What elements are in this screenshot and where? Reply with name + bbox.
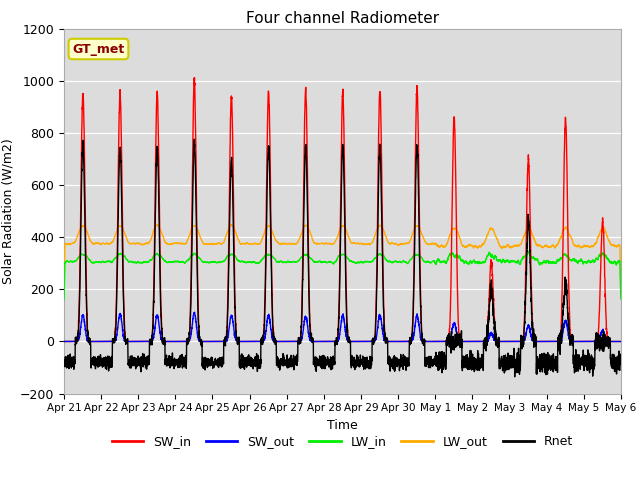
Title: Four channel Radiometer: Four channel Radiometer [246, 11, 439, 26]
Text: GT_met: GT_met [72, 43, 125, 56]
Legend: SW_in, SW_out, LW_in, LW_out, Rnet: SW_in, SW_out, LW_in, LW_out, Rnet [107, 430, 578, 453]
Y-axis label: Solar Radiation (W/m2): Solar Radiation (W/m2) [1, 138, 14, 284]
X-axis label: Time: Time [327, 419, 358, 432]
